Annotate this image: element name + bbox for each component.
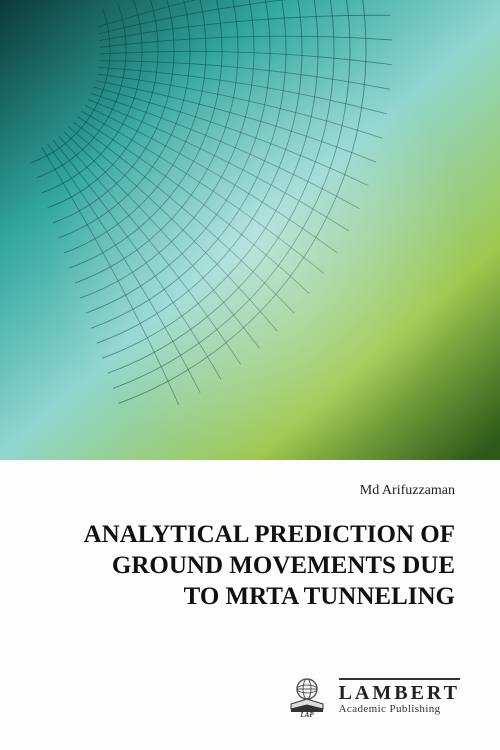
publisher-text: LAMBERT Academic Publishing <box>339 678 460 715</box>
svg-text:LAP: LAP <box>299 711 314 718</box>
publisher-tagline: Academic Publishing <box>339 703 460 715</box>
book-title: ANALYTICAL PREDICTION OF GROUND MOVEMENT… <box>45 520 455 612</box>
publisher-logo-icon: LAP <box>285 674 329 718</box>
title-line-1: ANALYTICAL PREDICTION OF <box>84 521 455 548</box>
title-line-3: TO MRTA TUNNELING <box>184 583 455 610</box>
publisher-name: LAMBERT <box>339 682 460 705</box>
publisher-block: LAP LAMBERT Academic Publishing <box>285 674 460 718</box>
author-name: Md Arifuzzaman <box>360 483 455 499</box>
title-line-2: GROUND MOVEMENTS DUE <box>112 552 455 579</box>
cover-artwork <box>0 0 500 460</box>
